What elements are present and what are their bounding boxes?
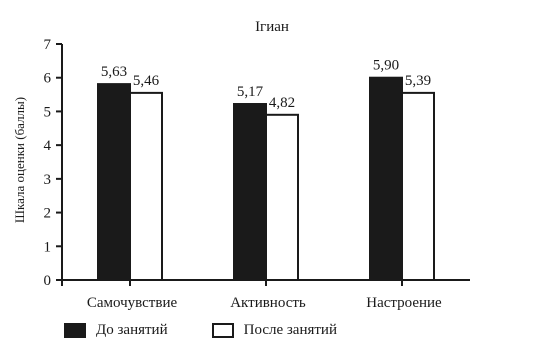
y-tick-label: 1: [44, 239, 52, 255]
bar-after: [401, 91, 435, 281]
data-label: 5,63: [101, 64, 127, 80]
data-label: 5,90: [373, 58, 399, 74]
y-tick-label: 3: [44, 172, 52, 188]
y-tick-label: 5: [44, 104, 52, 120]
chart-title: Iгиан: [255, 19, 289, 35]
bar-before: [369, 76, 403, 282]
data-labels: 5,63 5,46 5,17 4,82 5,90 5,39: [101, 58, 431, 111]
legend-label-before: До занятий: [96, 322, 168, 338]
y-tick-label: 2: [44, 206, 52, 222]
y-tick-label: 4: [44, 138, 52, 154]
legend-item-after: После занятий: [211, 322, 337, 339]
x-tick-label: Настроение: [366, 295, 442, 311]
y-tick-label: 0: [44, 273, 52, 289]
legend-swatch-after: [211, 323, 234, 338]
data-label: 5,39: [405, 73, 431, 89]
data-label: 4,82: [269, 95, 295, 111]
y-axis-label: Шкала оценки (баллы): [12, 97, 27, 223]
data-label: 5,46: [133, 73, 160, 89]
bar-before: [233, 103, 267, 281]
bars: [97, 76, 435, 282]
bar-chart: Iгиан Шкала оценки (баллы) 0 1 2 3 4 5 6 7 Самоч…: [12, 19, 470, 311]
x-tick-label: Активность: [230, 295, 306, 311]
bar-after: [265, 113, 299, 281]
data-label: 5,17: [237, 84, 264, 100]
legend-item-before: До занятий: [64, 322, 168, 339]
x-tick-label: Самочувствие: [87, 295, 178, 311]
legend-label-after: После занятий: [243, 322, 337, 338]
bar-before: [97, 83, 131, 282]
legend: До занятий После занятий: [64, 322, 381, 339]
y-tick-label: 6: [44, 71, 52, 87]
bar-after: [129, 91, 163, 281]
legend-swatch-before: [64, 323, 86, 338]
y-tick-label: 7: [44, 37, 52, 53]
